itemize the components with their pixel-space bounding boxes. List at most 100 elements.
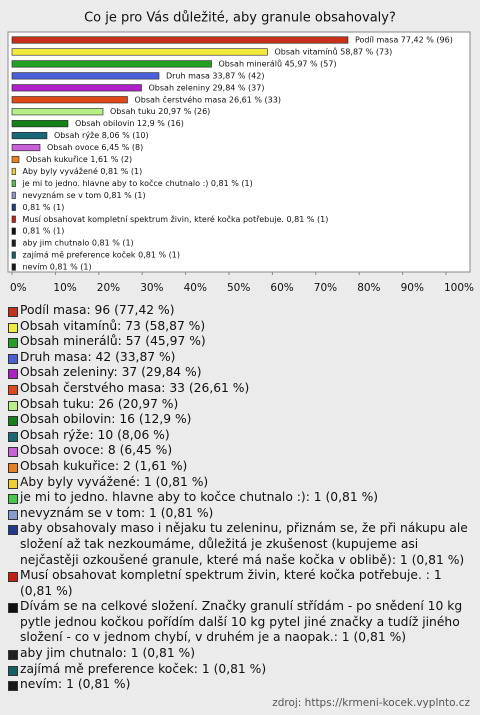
legend-item: Obsah minerálů: 57 (45,97 %) xyxy=(8,334,470,350)
plot-frame xyxy=(7,31,471,273)
bar xyxy=(11,36,349,44)
legend-label: Obsah čerstvého masa: 33 (26,61 %) xyxy=(20,380,250,395)
bar-label: Obsah vitamínů 58,87 % (73) xyxy=(274,46,392,56)
legend-item: Obsah vitamínů: 73 (58,87 %) xyxy=(8,319,470,335)
bar-label: nevyznám se v tom 0,81 % (1) xyxy=(23,191,146,200)
bar-label: 0,81 % (1) xyxy=(23,203,65,212)
bar-label: Aby byly vyvážené 0,81 % (1) xyxy=(23,166,143,176)
legend-label: je mi to jedno. hlavne aby to kočce chut… xyxy=(20,490,379,505)
bar-label: nevím 0,81 % (1) xyxy=(23,263,92,272)
x-tick-label: 20% xyxy=(97,282,120,294)
legend-swatch xyxy=(8,322,18,333)
bar xyxy=(11,239,16,247)
source: zdroj: https://krmeni-kocek.vyplnto.cz xyxy=(272,697,470,709)
bar-label: zajímá mě preference koček 0,81 % (1) xyxy=(23,250,180,260)
bar xyxy=(11,215,16,223)
bar xyxy=(11,96,128,104)
legend-item: Druh masa: 42 (33,87 %) xyxy=(8,350,470,366)
legend-label: Obsah minerálů: 57 (45,97 %) xyxy=(20,334,206,349)
bar xyxy=(11,155,20,164)
bar-label: Obsah obilovin 12,9 % (16) xyxy=(75,119,184,128)
legend-swatch xyxy=(8,353,18,364)
bar-label: Obsah minerálů 45,97 % (57) xyxy=(219,58,337,68)
x-tick-label: 70% xyxy=(314,282,337,294)
legend-item: aby jim chutnalo: 1 (0,81 %) xyxy=(8,646,470,662)
legend-swatch xyxy=(8,462,18,473)
bar xyxy=(11,144,41,152)
x-tick-label: 100% xyxy=(444,282,474,294)
legend-swatch xyxy=(8,525,18,536)
bar-label: aby jim chutnalo 0,81 % (1) xyxy=(23,239,134,248)
bar-label: Druh masa 33,87 % (42) xyxy=(166,71,264,80)
bar-label: Obsah ovoce 6,45 % (8) xyxy=(47,143,143,152)
bar xyxy=(11,203,16,211)
legend-item: Dívám se na celkové složení. Značky gran… xyxy=(8,599,470,646)
legend-label: nevím: 1 (0,81 %) xyxy=(20,677,131,692)
legend-label: Obsah tuku: 26 (20,97 %) xyxy=(20,396,179,411)
legend-label: Obsah ovoce: 8 (6,45 %) xyxy=(20,443,173,458)
bar xyxy=(11,72,160,80)
legend-item: Musí obsahovat kompletní spektrum živin,… xyxy=(8,568,470,599)
legend-item: je mi to jedno. hlavne aby to kočce chut… xyxy=(8,490,470,506)
legend-label: Obsah rýže: 10 (8,06 %) xyxy=(20,427,170,442)
bar xyxy=(11,191,16,199)
bar xyxy=(11,263,16,271)
bar xyxy=(11,108,104,116)
legend-label: Obsah vitamínů: 73 (58,87 %) xyxy=(20,318,206,333)
legend-item: aby obsahovaly maso i nějaku tu zeleninu… xyxy=(8,521,470,568)
x-tick-label: 80% xyxy=(357,282,380,294)
x-tick-label: 0% xyxy=(10,282,27,294)
legend-item: Obsah tuku: 26 (20,97 %) xyxy=(8,397,470,413)
bar xyxy=(11,251,16,259)
bar-label: Obsah rýže 8,06 % (10) xyxy=(54,131,149,140)
legend-swatch xyxy=(8,416,18,427)
bar xyxy=(11,179,16,187)
legend: Podíl masa: 96 (77,42 %) Obsah vitamínů: … xyxy=(8,303,470,693)
legend-swatch xyxy=(8,572,18,583)
legend-swatch xyxy=(8,338,18,349)
bar-label: Podíl masa 77,42 % (96) xyxy=(355,36,453,45)
chart: Co je pro Vás důležité, aby granule obsa… xyxy=(7,11,474,294)
legend-label: Podíl masa: 96 (77,42 %) xyxy=(20,303,175,317)
legend-item: Obsah rýže: 10 (8,06 %) xyxy=(8,428,470,444)
legend-swatch xyxy=(8,400,18,411)
bar-label: Obsah kukuřice 1,61 % (2) xyxy=(26,155,132,164)
legend-item: Obsah čerstvého masa: 33 (26,61 %) xyxy=(8,381,470,397)
bar-label: Musí obsahovat kompletní spektrum živin,… xyxy=(23,214,329,224)
legend-swatch xyxy=(8,665,18,676)
bar xyxy=(11,132,48,140)
x-tick-label: 10% xyxy=(53,282,76,294)
legend-swatch xyxy=(8,478,18,489)
bar xyxy=(11,84,142,92)
bar xyxy=(11,167,16,175)
legend-swatch xyxy=(8,447,18,458)
legend-item: zajímá mě preference koček: 1 (0,81 %) xyxy=(8,662,470,678)
bar xyxy=(11,60,212,68)
bar-label: 0,81 % (1) xyxy=(23,227,65,236)
legend-label: aby jim chutnalo: 1 (0,81 %) xyxy=(20,646,196,661)
legend-swatch xyxy=(8,650,18,661)
legend-swatch xyxy=(8,681,18,692)
legend-item: Obsah ovoce: 8 (6,45 %) xyxy=(8,443,470,459)
bar-label: je mi to jedno. hlavne aby to kočce chut… xyxy=(22,178,253,188)
legend-item: Obsah kukuřice: 2 (1,61 %) xyxy=(8,459,470,475)
legend-label: Druh masa: 42 (33,87 %) xyxy=(20,349,176,364)
bar xyxy=(11,120,69,128)
bar-label: Obsah zeleniny 29,84 % (37) xyxy=(149,83,265,92)
legend-label: Obsah zeleniny: 37 (29,84 %) xyxy=(20,365,202,380)
legend-item: Obsah zeleniny: 37 (29,84 %) xyxy=(8,365,470,381)
legend-swatch xyxy=(8,494,18,505)
legend-item: Obsah obilovin: 16 (12,9 %) xyxy=(8,412,470,428)
bar xyxy=(11,48,268,56)
legend-label: zajímá mě preference koček: 1 (0,81 %) xyxy=(20,661,267,676)
legend-swatch xyxy=(8,509,18,520)
legend-swatch xyxy=(8,369,18,380)
legend-label: Aby byly vyvážené: 1 (0,81 %) xyxy=(20,474,209,489)
x-tick-label: 30% xyxy=(140,282,163,294)
legend-item: Aby byly vyvážené: 1 (0,81 %) xyxy=(8,475,470,491)
x-tick-label: 90% xyxy=(401,282,424,294)
legend-item: nevím: 1 (0,81 %) xyxy=(8,677,470,693)
x-tick-label: 60% xyxy=(270,282,293,294)
legend-swatch xyxy=(8,307,18,317)
